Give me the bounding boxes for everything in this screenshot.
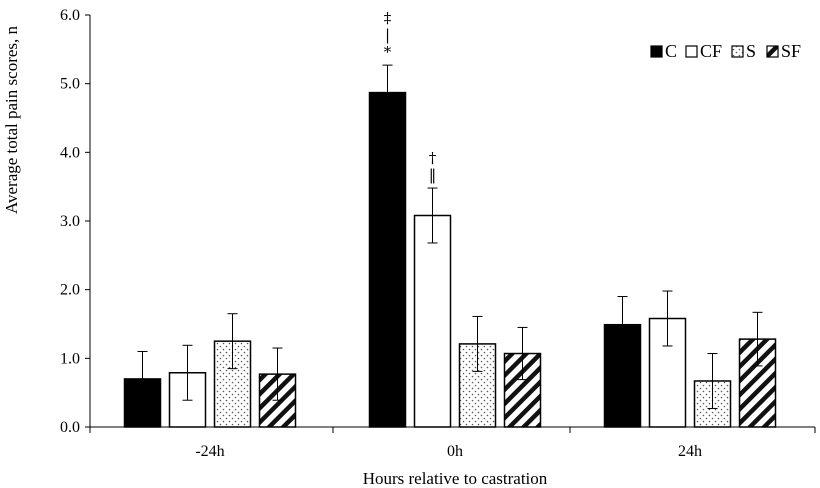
significance-marker: |	[385, 26, 390, 44]
legend-label-cf: CF	[700, 41, 722, 61]
significance-marker: †	[429, 149, 437, 167]
legend-label-s: S	[746, 41, 756, 61]
legend-swatch-c	[650, 45, 663, 58]
x-tick-label: 24h	[678, 443, 702, 460]
legend-swatch-s	[731, 45, 744, 58]
x-axis-title: Hours relative to castration	[363, 469, 548, 488]
significance-marker: ‡	[384, 9, 392, 27]
x-tick-label: -24h	[195, 443, 224, 460]
y-tick-label: 5.0	[60, 76, 80, 93]
error-bars-layer	[137, 64, 763, 409]
bar-cf-0h	[413, 214, 452, 428]
y-tick-label: 6.0	[60, 7, 80, 24]
bar-c-24h	[603, 323, 642, 428]
y-tick-label: 1.0	[60, 350, 80, 367]
legend: C CF S SF	[650, 41, 801, 61]
legend-label-c: C	[665, 41, 677, 61]
tick-labels-layer: 0.0 1.0 2.0 3.0 4.0 5.0 6.0 -24h 0h 24h	[60, 7, 702, 460]
bars-layer	[123, 91, 777, 428]
significance-marker: *	[384, 43, 392, 61]
y-tick-label: 0.0	[60, 419, 80, 436]
legend-swatch-sf	[766, 45, 779, 58]
y-axis-title: Average total pain scores, n	[2, 25, 21, 214]
bar-s-0h	[458, 343, 497, 428]
bar-c-0h	[368, 91, 407, 428]
y-tick-label: 2.0	[60, 282, 80, 299]
significance-marker: ‖	[429, 166, 437, 184]
y-tick-label: 3.0	[60, 213, 80, 230]
x-tick-label: 0h	[447, 443, 463, 460]
y-tick-label: 4.0	[60, 144, 80, 161]
bar-sf-24h	[738, 338, 777, 428]
annotations-layer: ‡|* †‖	[384, 9, 437, 184]
legend-swatch-cf	[685, 45, 698, 58]
legend-label-sf: SF	[781, 41, 801, 61]
